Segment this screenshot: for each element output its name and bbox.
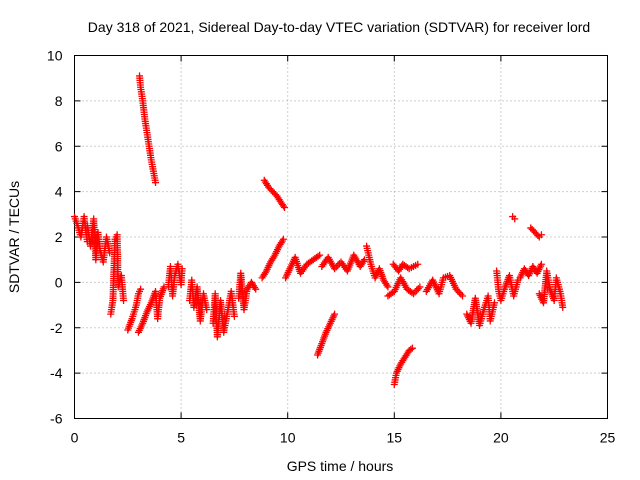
- data-point: [457, 290, 465, 298]
- series-t14: [314, 310, 339, 359]
- y-tick-labels: -6 -4 -2 0 2 4 6 8 10: [47, 48, 63, 427]
- series-t24: [516, 260, 545, 282]
- series-t25: [527, 224, 545, 241]
- series-t09: [209, 287, 238, 341]
- data-point: [152, 179, 160, 187]
- axis-ticks: [74, 55, 608, 419]
- x-tick-label: 10: [280, 430, 296, 446]
- y-tick-label: 8: [55, 93, 63, 109]
- data-point: [316, 251, 324, 259]
- series-t21: [463, 292, 499, 329]
- data-point: [534, 231, 542, 239]
- data-point: [416, 283, 424, 291]
- data-point: [178, 265, 186, 273]
- data-point: [511, 215, 519, 223]
- y-tick-label: 6: [55, 138, 63, 154]
- series-t08: [186, 276, 211, 325]
- data-point: [459, 292, 467, 300]
- x-tick-label: 25: [600, 430, 616, 446]
- series-t07: [164, 260, 186, 300]
- series-t22: [493, 267, 522, 305]
- data-point: [279, 202, 287, 210]
- series-t04: [124, 285, 145, 334]
- data-point: [414, 260, 422, 268]
- series-t12: [258, 235, 287, 282]
- series-t10: [235, 269, 260, 314]
- series-t02: [83, 215, 114, 266]
- y-tick-label: 4: [55, 184, 63, 200]
- y-tick-label: 0: [55, 274, 63, 290]
- data-point: [384, 283, 392, 291]
- series-t03: [107, 231, 128, 318]
- data-point: [537, 260, 545, 268]
- data-point: [411, 288, 419, 296]
- data-point: [281, 204, 289, 212]
- x-tick-label: 5: [177, 430, 185, 446]
- data-point: [203, 306, 211, 314]
- x-tick-labels: 0 5 10 15 20 25: [71, 430, 616, 446]
- data-points: [71, 72, 567, 388]
- y-tick-label: 10: [47, 48, 63, 64]
- chart-title: Day 318 of 2021, Sidereal Day-to-day VTE…: [88, 19, 590, 35]
- series-t05: [136, 72, 160, 187]
- series-t16: [363, 242, 392, 291]
- data-point: [230, 312, 238, 320]
- data-point: [331, 310, 339, 318]
- data-point: [279, 235, 287, 243]
- y-tick-label: -4: [50, 365, 63, 381]
- y-tick-label: -6: [50, 411, 63, 427]
- y-tick-label: 2: [55, 229, 63, 245]
- data-point: [407, 345, 415, 353]
- series-t11: [260, 176, 289, 212]
- data-point: [252, 285, 260, 293]
- data-point: [491, 299, 499, 307]
- y-axis-label: SDTVAR / TECUs: [6, 181, 22, 293]
- series-t23: [509, 213, 519, 223]
- series-t20: [422, 272, 467, 300]
- y-tick-label: -2: [50, 320, 63, 336]
- data-point: [137, 285, 145, 293]
- series-t19: [384, 274, 424, 300]
- data-point: [455, 289, 463, 297]
- series-t13: [282, 251, 324, 282]
- series-t17: [390, 344, 416, 388]
- x-axis-label: GPS time / hours: [287, 458, 394, 474]
- series-t18: [389, 260, 422, 275]
- plot-frame: [74, 55, 608, 419]
- series-t06: [134, 283, 168, 336]
- data-point: [414, 285, 422, 293]
- data-point: [314, 252, 322, 260]
- data-point: [408, 344, 416, 352]
- data-point: [537, 231, 545, 239]
- x-tick-label: 0: [71, 430, 79, 446]
- x-tick-label: 20: [493, 430, 509, 446]
- series-t26: [535, 267, 567, 311]
- grid-lines: [74, 55, 608, 419]
- series-t15: [318, 251, 368, 275]
- data-point: [120, 297, 128, 305]
- data-point: [559, 303, 567, 311]
- x-tick-label: 15: [387, 430, 403, 446]
